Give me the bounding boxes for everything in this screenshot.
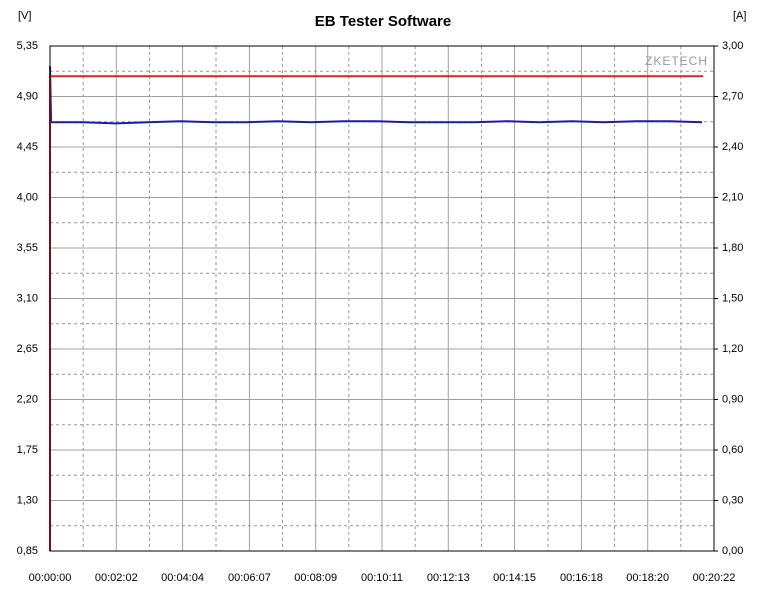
x-tick-label: 00:00:00 xyxy=(29,572,72,584)
y-tick-label: 2,20 xyxy=(17,393,38,405)
y2-tick-label: 2,40 xyxy=(722,141,743,153)
x-tick-label: 00:14:15 xyxy=(493,572,536,584)
x-tick-label: 00:02:02 xyxy=(95,572,138,584)
y2-tick-label: 2,10 xyxy=(722,191,743,203)
y-tick-label: 1,75 xyxy=(17,444,38,456)
y2-axis-label: [A] xyxy=(733,10,746,22)
y2-tick-label: 1,20 xyxy=(722,343,743,355)
chart-title: EB Tester Software xyxy=(315,13,451,30)
y2-tick-label: 0,90 xyxy=(722,393,743,405)
plot-frame xyxy=(49,45,715,552)
y2-tick-label: 3,00 xyxy=(722,40,743,52)
y-tick-label: 5,35 xyxy=(17,40,38,52)
x-tick-label: 00:12:13 xyxy=(427,572,470,584)
watermark: ZKETECH xyxy=(645,54,708,68)
y-axis-label: [V] xyxy=(18,10,31,22)
y-tick-label: 0,85 xyxy=(17,545,38,557)
y-tick-label: 1,30 xyxy=(17,494,38,506)
x-tick-label: 00:06:07 xyxy=(228,572,271,584)
x-tick-label: 00:04:04 xyxy=(161,572,204,584)
x-tick-label: 00:10:11 xyxy=(361,572,403,584)
x-tick-label: 00:08:09 xyxy=(294,572,337,584)
y-tick-label: 2,65 xyxy=(17,343,38,355)
y2-tick-label: 1,50 xyxy=(722,292,743,304)
y2-tick-label: 1,80 xyxy=(722,242,743,254)
y-tick-label: 4,00 xyxy=(17,191,38,203)
x-tick-label: 00:20:22 xyxy=(693,572,736,584)
y2-tick-label: 0,30 xyxy=(722,494,743,506)
y2-tick-label: 2,70 xyxy=(722,90,743,102)
y-tick-label: 3,55 xyxy=(17,242,38,254)
x-tick-label: 00:18:20 xyxy=(626,572,669,584)
data-line xyxy=(49,66,703,125)
x-tick-label: 00:16:18 xyxy=(560,572,603,584)
grid: 0,85 1,30 1,75 2,20 2,65 3,10 3,55 4,00 4,45 4,90… xyxy=(17,40,744,584)
y-tick-label: 4,90 xyxy=(17,90,38,102)
y-tick-label: 4,45 xyxy=(17,141,38,153)
y-tick-label: 3,10 xyxy=(17,292,38,304)
y2-tick-label: 0,60 xyxy=(722,444,743,456)
y2-tick-label: 0,00 xyxy=(722,545,743,557)
